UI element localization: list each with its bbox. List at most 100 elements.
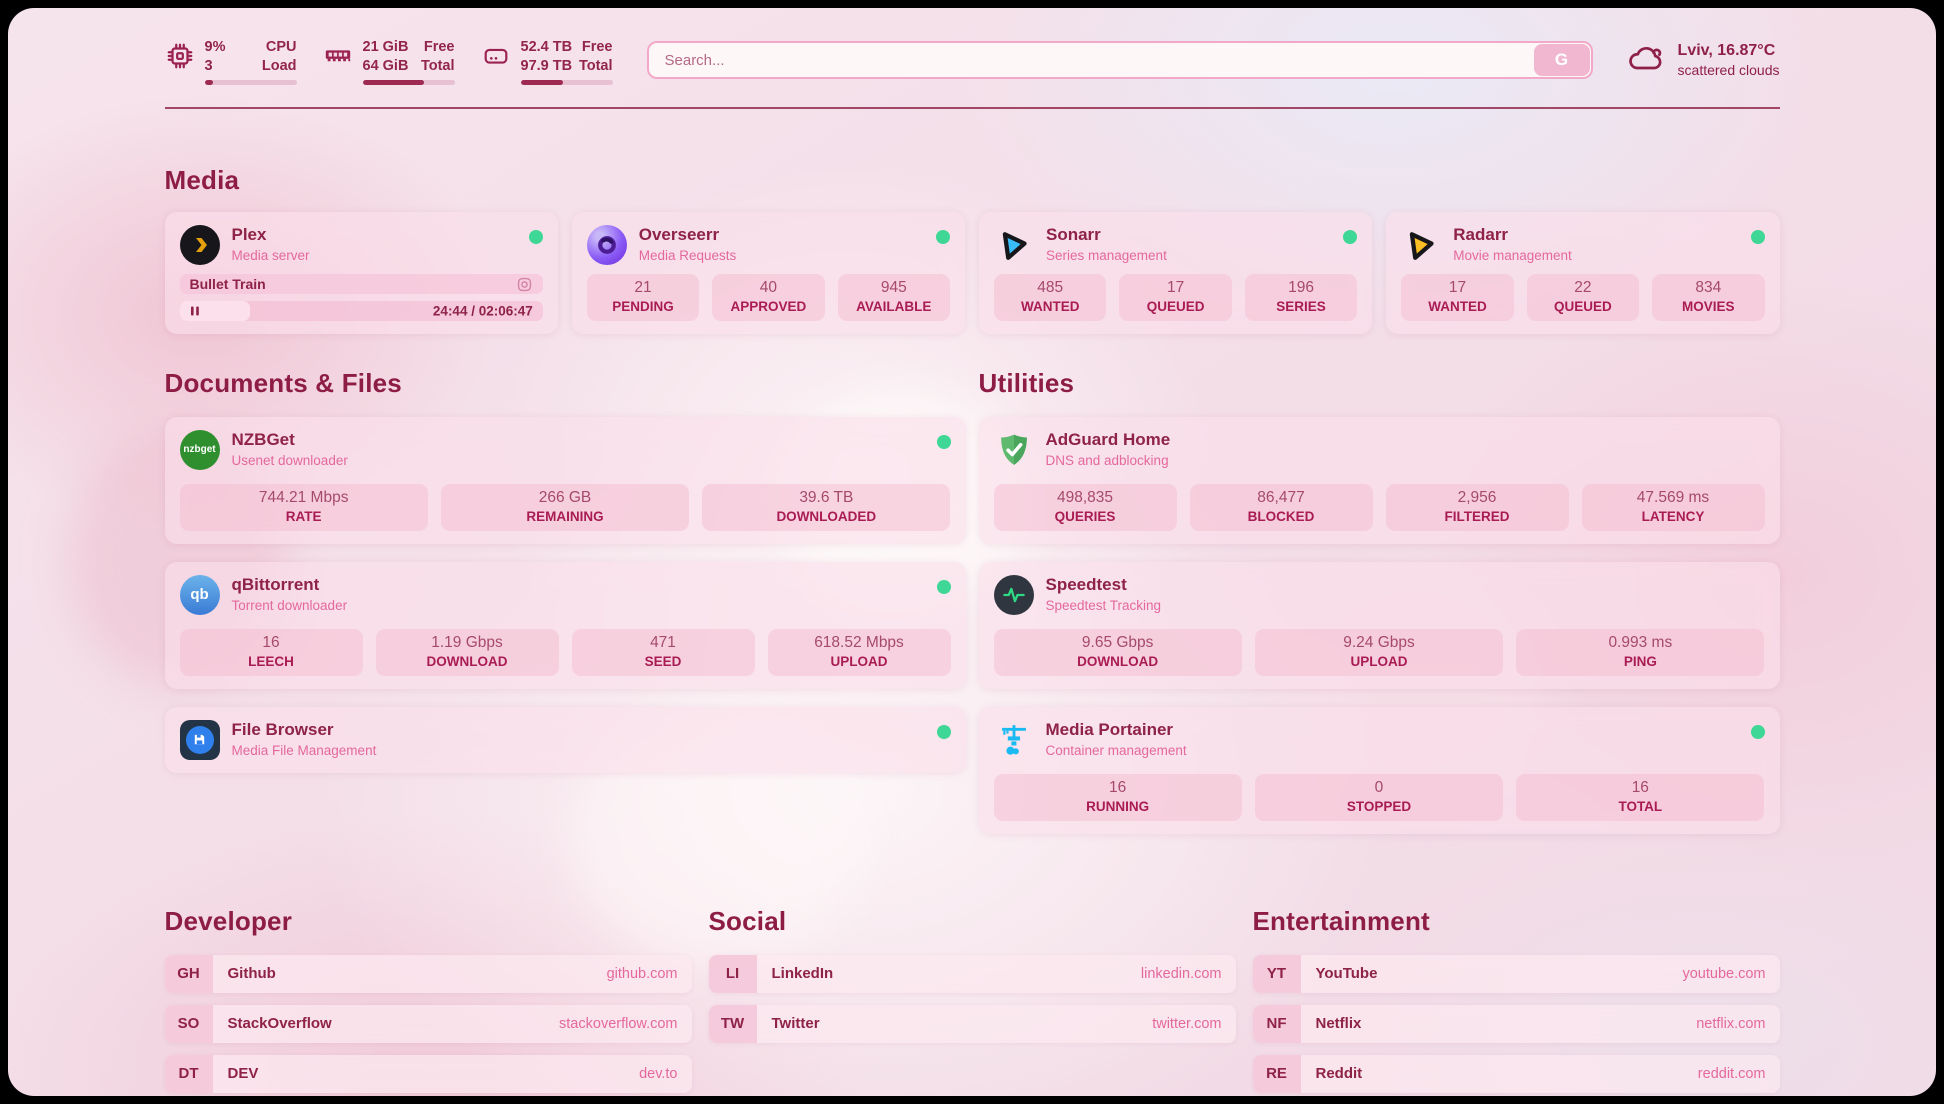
cpu-icon: [165, 41, 195, 85]
stat-label: RUNNING: [1086, 798, 1150, 814]
stat-value: 86,477: [1257, 488, 1305, 506]
stat-label: AVAILABLE: [856, 298, 932, 314]
stat-value: 498,835: [1056, 488, 1114, 506]
stat-label: RATE: [285, 508, 322, 524]
stat-tile-filtered: 2,956 FILTERED: [1385, 483, 1569, 531]
app-card-portainer[interactable]: Media Portainer Container management 16 …: [978, 706, 1780, 834]
status-online-dot: [1750, 229, 1765, 244]
search-input[interactable]: [646, 41, 1593, 79]
bookmark-url: linkedin.com: [1140, 965, 1222, 982]
app-card-plex[interactable]: Plex Media server Bullet Train 24:44 / 0…: [164, 211, 558, 334]
memory-usage-bar: [362, 79, 455, 85]
stat-tile-pending: 21 PENDING: [586, 273, 700, 321]
bookmark-abbr: NF: [1252, 1004, 1301, 1043]
bookmark-abbr: GH: [164, 954, 213, 993]
weather-location: Lviv, 16.87°C: [1677, 42, 1776, 59]
app-card-adguard[interactable]: AdGuard Home DNS and adblocking 498,835 …: [978, 416, 1780, 544]
app-name: AdGuard Home: [1045, 429, 1171, 449]
bookmark-name: YouTube: [1315, 965, 1378, 983]
stat-label: FILTERED: [1444, 508, 1510, 524]
app-subtitle: Container management: [1045, 743, 1187, 759]
disk-icon: [481, 41, 511, 85]
cloud-icon: [1627, 42, 1665, 76]
stat-label: REMAINING: [526, 508, 604, 524]
bookmark-github[interactable]: GH Github github.com: [164, 954, 692, 993]
stat-label: SERIES: [1276, 298, 1326, 314]
media-app-grid: Plex Media server Bullet Train 24:44 / 0…: [164, 211, 1780, 334]
section-documents: Documents & Files nzbget NZBGet Usenet d…: [164, 368, 966, 791]
bookmark-url: youtube.com: [1682, 965, 1766, 982]
system-status-widgets: 9% 3 CPU Load 21 GiB 64 Gi: [165, 38, 613, 85]
stat-value: 0: [1374, 778, 1384, 796]
bookmark-abbr: DT: [164, 1054, 213, 1093]
app-name: File Browser: [231, 719, 334, 739]
stat-value: 744.21 Mbps: [258, 488, 349, 506]
stat-tile-rate: 744.21 Mbps RATE: [179, 483, 428, 531]
stat-value: 485: [1037, 278, 1064, 296]
utilities-app-list: AdGuard Home DNS and adblocking 498,835 …: [978, 416, 1780, 834]
stat-tile-upload: 618.52 Mbps UPLOAD: [767, 628, 951, 676]
app-name: qBittorrent: [231, 574, 320, 594]
stat-value: 16: [1631, 778, 1649, 796]
stat-label: QUEUED: [1146, 298, 1205, 314]
disk-value-2: 97.9 TB: [520, 57, 573, 74]
bookmark-dev[interactable]: DT DEV dev.to: [164, 1054, 692, 1093]
stat-tile-running: 16 RUNNING: [993, 773, 1242, 821]
app-card-nzbget[interactable]: nzbget NZBGet Usenet downloader 744.21 M…: [164, 416, 966, 544]
app-card-filebrowser[interactable]: File Browser Media File Management: [164, 706, 966, 773]
stat-value: 945: [880, 278, 907, 296]
bookmark-abbr: TW: [708, 1004, 757, 1043]
app-subtitle: Torrent downloader: [231, 598, 348, 614]
app-card-qbittorrent[interactable]: qb qBittorrent Torrent downloader 16 LEE…: [164, 561, 966, 689]
bookmark-reddit[interactable]: RE Reddit reddit.com: [1252, 1054, 1780, 1093]
filebrowser-icon: [179, 719, 220, 760]
status-online-dot: [936, 724, 951, 739]
search-engine-button[interactable]: G: [1533, 44, 1590, 76]
stat-label: TOTAL: [1618, 798, 1663, 814]
section-title-media: Media: [164, 164, 240, 195]
stat-label: APPROVED: [730, 298, 807, 314]
now-playing-row: Bullet Train: [179, 273, 543, 295]
stat-tile-latency: 47.569 ms LATENCY: [1581, 483, 1765, 531]
bookmark-name: StackOverflow: [227, 1015, 332, 1033]
section-title-entertainment: Entertainment: [1252, 905, 1430, 936]
section-title-developer: Developer: [164, 905, 293, 936]
pause-icon: [189, 305, 201, 317]
app-card-overseerr[interactable]: Overseerr Media Requests 21 PENDING 40 A…: [571, 211, 965, 334]
app-card-sonarr[interactable]: Sonarr Series management 485 WANTED 17 Q…: [979, 211, 1373, 334]
stat-value: 22: [1574, 278, 1592, 296]
app-subtitle: Usenet downloader: [231, 453, 348, 469]
stat-value: 21: [634, 278, 652, 296]
stat-label: DOWNLOADED: [776, 508, 877, 524]
stat-tile-leech: 16 LEECH: [179, 628, 363, 676]
app-name: Media Portainer: [1045, 719, 1174, 739]
cpu-value-1: 9%: [204, 39, 226, 55]
section-title-utilities: Utilities: [978, 367, 1075, 398]
memory-label-1: Free: [423, 39, 455, 55]
stat-value: 618.52 Mbps: [814, 633, 904, 651]
disk-label-2: Total: [578, 57, 613, 74]
header: 9% 3 CPU Load 21 GiB 64 Gi: [165, 8, 1780, 85]
bookmark-name: Netflix: [1315, 1015, 1362, 1033]
bookmark-linkedin[interactable]: LI LinkedIn linkedin.com: [708, 954, 1236, 993]
stat-label: LEECH: [248, 653, 294, 669]
bookmark-url: reddit.com: [1697, 1065, 1766, 1082]
bookmark-youtube[interactable]: YT YouTube youtube.com: [1252, 954, 1780, 993]
status-online-dot: [936, 229, 950, 244]
memory-label-2: Total: [420, 57, 455, 74]
app-subtitle: Media File Management: [231, 743, 377, 759]
portainer-icon: [994, 720, 1034, 760]
bookmark-twitter[interactable]: TW Twitter twitter.com: [708, 1004, 1236, 1043]
app-name: Radarr: [1453, 224, 1509, 244]
bookmark-group-social: Social LI LinkedIn linkedin.com TW Twitt…: [708, 906, 1236, 1096]
app-card-speedtest[interactable]: Speedtest Speedtest Tracking 9.65 Gbps D…: [978, 561, 1780, 689]
bookmark-netflix[interactable]: NF Netflix netflix.com: [1252, 1004, 1780, 1043]
stat-label: WANTED: [1428, 298, 1487, 314]
qbittorrent-icon: qb: [179, 574, 220, 615]
app-card-radarr[interactable]: Radarr Movie management 17 WANTED 22 QUE…: [1386, 211, 1780, 334]
stat-tile-wanted: 485 WANTED: [994, 273, 1107, 321]
bookmark-abbr: SO: [164, 1004, 213, 1043]
stat-value: 0.993 ms: [1608, 633, 1673, 651]
bookmark-stackoverflow[interactable]: SO StackOverflow stackoverflow.com: [164, 1004, 692, 1043]
adguard-icon: [994, 430, 1034, 470]
